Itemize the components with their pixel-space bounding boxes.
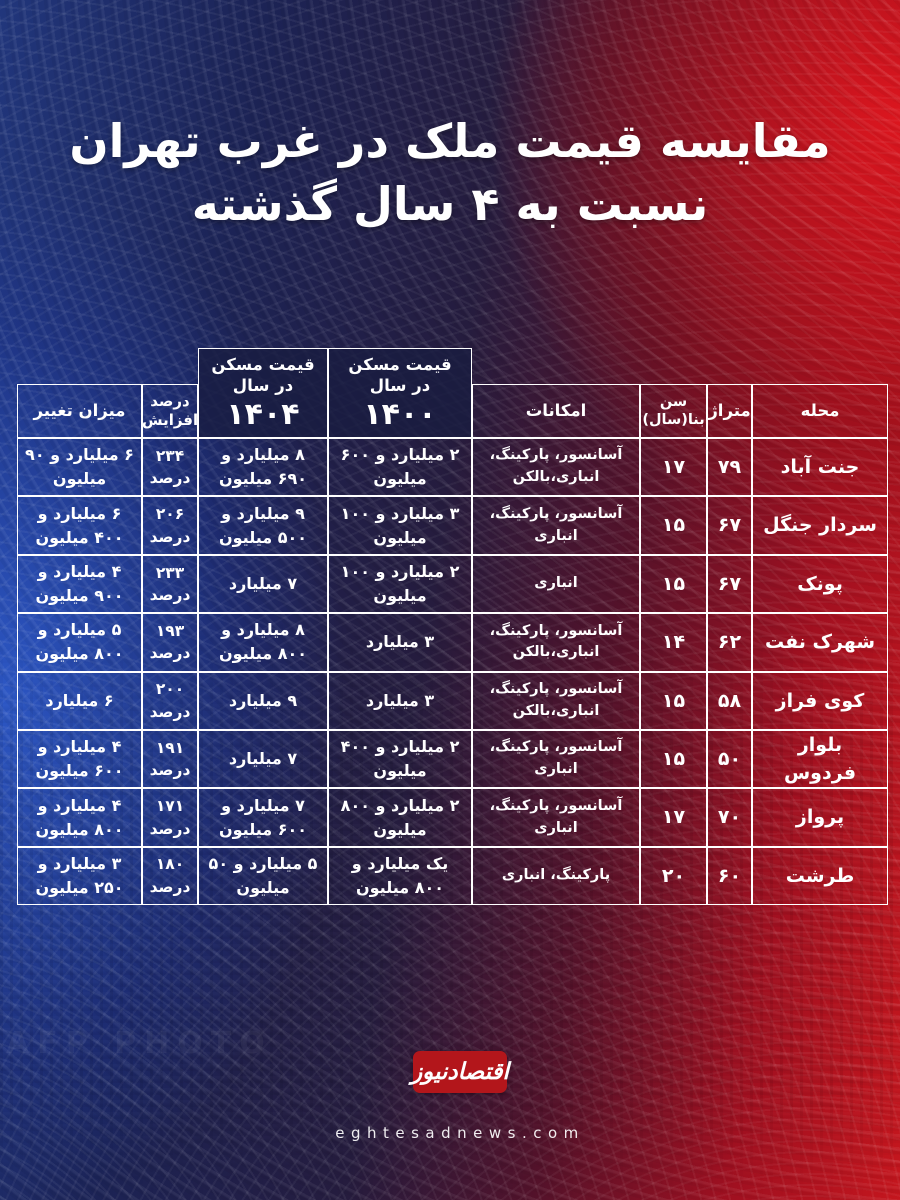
- price-comparison-table: محله متراژ سن بنا(سال) امکانات قیمت مسکن…: [17, 348, 888, 906]
- change-amount-cell: ۴ میلیارد و ۶۰۰ میلیون: [17, 729, 142, 789]
- amenities-cell: پارکینگ، انباری: [472, 846, 640, 906]
- table-header-row: محله متراژ سن بنا(سال) امکانات قیمت مسکن…: [17, 348, 888, 438]
- area-cell: ۵۰: [707, 729, 752, 789]
- price-1404-cell: ۵ میلیارد و ۵۰ میلیون: [198, 846, 328, 906]
- col-header-neighborhood: محله: [752, 384, 888, 438]
- logo-text: اقتصادنیوز: [411, 1059, 509, 1085]
- building-age-cell: ۱۵: [640, 729, 707, 789]
- neighborhood-cell: طرشت: [752, 846, 888, 906]
- neighborhood-cell: سردار جنگل: [752, 496, 888, 555]
- building-age-cell: ۱۵: [640, 496, 707, 555]
- percent-increase-cell: ۲۰۰ درصد: [142, 671, 198, 730]
- amenities-cell: آسانسور، پارکینگ، انباری: [472, 729, 640, 789]
- neighborhood-cell: پرواز: [752, 788, 888, 847]
- year-1404-label: ۱۴۰۴: [226, 397, 300, 433]
- area-cell: ۵۸: [707, 671, 752, 730]
- col-header-area: متراژ: [707, 384, 752, 438]
- year-1400-label: ۱۴۰۰: [363, 397, 437, 433]
- neighborhood-cell: جنت آباد: [752, 438, 888, 497]
- percent-increase-cell: ۱۹۱ درصد: [142, 729, 198, 789]
- website-url: eghtesadnews.com: [335, 1124, 585, 1142]
- price-1400-cell: ۳ میلیارد و ۱۰۰ میلیون: [328, 496, 472, 555]
- price-1404-cell: ۹ میلیارد و ۵۰۰ میلیون: [198, 496, 328, 555]
- change-amount-cell: ۳ میلیارد و ۲۵۰ میلیون: [17, 846, 142, 906]
- price-1400-cell: ۲ میلیارد و ۸۰۰ میلیون: [328, 788, 472, 847]
- amenities-cell: انباری: [472, 554, 640, 614]
- percent-increase-cell: ۲۳۳ درصد: [142, 554, 198, 614]
- change-amount-cell: ۴ میلیارد و ۹۰۰ میلیون: [17, 554, 142, 614]
- price-1400-cell: ۲ میلیارد و ۱۰۰ میلیون: [328, 554, 472, 614]
- area-cell: ۶۰: [707, 846, 752, 906]
- percent-increase-cell: ۲۳۴ درصد: [142, 438, 198, 497]
- price-1404-cell: ۹ میلیارد: [198, 671, 328, 730]
- price-1400-cell: ۳ میلیارد: [328, 671, 472, 730]
- col-header-amenities: امکانات: [472, 384, 640, 438]
- area-cell: ۷۹: [707, 438, 752, 497]
- eghtesadnews-logo: اقتصادنیوز: [411, 1051, 509, 1093]
- price-1400-cell: ۳ میلیارد: [328, 613, 472, 672]
- percent-increase-cell: ۱۹۳ درصد: [142, 613, 198, 672]
- building-age-cell: ۱۵: [640, 554, 707, 614]
- price-1400-cell: ۲ میلیارد و ۶۰۰ میلیون: [328, 438, 472, 497]
- building-age-cell: ۲۰: [640, 846, 707, 906]
- price-1400-cell: ۲ میلیارد و ۴۰۰ میلیون: [328, 729, 472, 789]
- change-amount-cell: ۶ میلیارد و ۴۰۰ میلیون: [17, 496, 142, 555]
- amenities-cell: آسانسور، پارکینگ، انباری: [472, 496, 640, 555]
- page-title-line1: مقایسه قیمت ملک در غرب تهران: [69, 114, 831, 168]
- neighborhood-cell: کوی فراز: [752, 671, 888, 730]
- amenities-cell: آسانسور، پارکینگ، انباری،بالکن: [472, 613, 640, 672]
- amenities-cell: آسانسور، پارکینگ، انباری: [472, 788, 640, 847]
- price-1404-cell: ۸ میلیارد و ۸۰۰ میلیون: [198, 613, 328, 672]
- change-amount-cell: ۴ میلیارد و ۸۰۰ میلیون: [17, 788, 142, 847]
- area-cell: ۶۷: [707, 496, 752, 555]
- area-cell: ۶۷: [707, 554, 752, 614]
- price-1404-cell: ۷ میلیارد و ۶۰۰ میلیون: [198, 788, 328, 847]
- col-header-building-age: سن بنا(سال): [640, 384, 707, 438]
- price-1404-cell: ۷ میلیارد: [198, 729, 328, 789]
- amenities-cell: آسانسور، پارکینگ، انباری،بالکن: [472, 438, 640, 497]
- change-amount-cell: ۶ میلیارد: [17, 671, 142, 730]
- percent-increase-cell: ۲۰۶ درصد: [142, 496, 198, 555]
- percent-increase-cell: ۱۸۰ درصد: [142, 846, 198, 906]
- col-header-change-amount: میزان تغییر: [17, 384, 142, 438]
- area-cell: ۶۲: [707, 613, 752, 672]
- neighborhood-cell: بلوار فردوس: [752, 729, 888, 789]
- building-age-cell: ۱۷: [640, 438, 707, 497]
- price-1400-cell: یک میلیارد و ۸۰۰ میلیون: [328, 846, 472, 906]
- building-age-cell: ۱۷: [640, 788, 707, 847]
- change-amount-cell: ۶ میلیارد و ۹۰ میلیون: [17, 438, 142, 497]
- area-cell: ۷۰: [707, 788, 752, 847]
- percent-increase-cell: ۱۷۱ درصد: [142, 788, 198, 847]
- change-amount-cell: ۵ میلیارد و ۸۰۰ میلیون: [17, 613, 142, 672]
- page-title-line2: نسبت به ۴ سال گذشته: [191, 176, 709, 231]
- building-age-cell: ۱۴: [640, 613, 707, 672]
- col-header-price-1400: قیمت مسکن در سال ۱۴۰۰: [328, 348, 472, 438]
- neighborhood-cell: پونک: [752, 554, 888, 614]
- price-1404-cell: ۸ میلیارد و ۶۹۰ میلیون: [198, 438, 328, 497]
- neighborhood-cell: شهرک نفت: [752, 613, 888, 672]
- col-header-price-1404: قیمت مسکن در سال ۱۴۰۴: [198, 348, 328, 438]
- amenities-cell: آسانسور، پارکینگ، انباری،بالکن: [472, 671, 640, 730]
- building-age-cell: ۱۵: [640, 671, 707, 730]
- price-1404-cell: ۷ میلیارد: [198, 554, 328, 614]
- table-body: جنت آباد ۷۹ ۱۷ آسانسور، پارکینگ، انباری،…: [17, 438, 888, 906]
- col-header-percent-increase: درصد افزایش: [142, 384, 198, 438]
- photo-watermark: AFP PHOTO: [6, 1026, 273, 1061]
- page-title: مقایسه قیمت ملک در غرب تهران نسبت به ۴ س…: [0, 110, 900, 235]
